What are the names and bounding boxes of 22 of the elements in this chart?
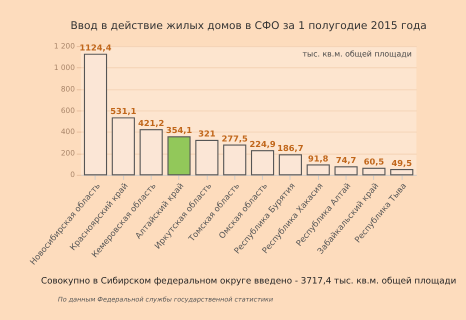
data-label: 49,5: [392, 158, 412, 168]
data-label: 321: [198, 128, 216, 139]
y-tick-label: 400: [60, 127, 76, 136]
y-tick-label: 600: [60, 106, 76, 115]
y-tick-label: 800: [60, 84, 76, 94]
data-label: 354,1: [166, 125, 192, 136]
chart-title: Ввод в действие жилых домов в СФО за 1 полугодие 2015 года: [70, 20, 427, 32]
y-tick-label: 200: [60, 148, 76, 158]
y-tick-label: 1 200: [54, 41, 76, 50]
data-label: 186,7: [277, 143, 304, 154]
data-label: 224,9: [249, 139, 276, 150]
data-label: 74,7: [336, 155, 357, 166]
text: Совокупно в Сибирском федеральном округе введено - 3717,4 тыс. кв.м. общей площади: [41, 276, 456, 286]
data-label: 1124,4: [80, 42, 112, 53]
data-label: 60,5: [364, 156, 384, 167]
data-label: 277,5: [222, 133, 248, 144]
bar: [167, 136, 191, 176]
y-tick-label: 0: [70, 170, 76, 180]
data-label: 531,1: [110, 106, 137, 116]
data-label: 91,8: [308, 153, 329, 164]
y-tick-label: 1 000: [54, 62, 76, 72]
data-label: 421,2: [138, 118, 164, 128]
